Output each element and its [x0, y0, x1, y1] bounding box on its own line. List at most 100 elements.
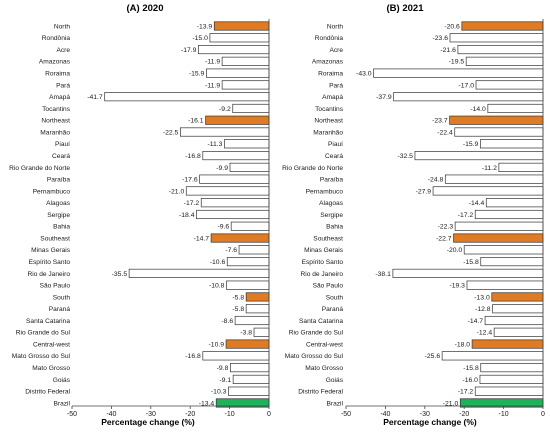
value-label: -16.8	[185, 153, 201, 160]
value-label: -3.8	[240, 330, 252, 337]
category-label: Espírito Santo	[302, 259, 344, 266]
x-tick-label: -30	[420, 411, 430, 418]
category-label: Brazil	[327, 400, 344, 407]
x-tick-label: -50	[341, 411, 351, 418]
category-label: Pernambuco	[306, 188, 344, 195]
bar	[230, 363, 270, 373]
bar	[414, 151, 544, 161]
x-tick-label: -40	[380, 411, 390, 418]
category-label: Piauí	[55, 141, 70, 148]
category-label: Mato Grosso do Sul	[285, 353, 344, 360]
value-label: -11.9	[205, 82, 220, 89]
category-label: Mato Grosso	[32, 365, 70, 372]
category-label: Central-west	[306, 341, 343, 348]
bar	[454, 221, 544, 231]
panel-title: (B) 2021	[387, 3, 425, 14]
value-label: -15.8	[463, 365, 479, 372]
category-label: Goiás	[326, 377, 344, 384]
x-tick-label: 0	[267, 411, 271, 418]
category-label: São Paulo	[40, 283, 71, 290]
value-label: -14.7	[194, 235, 210, 242]
category-label: Pernambuco	[33, 188, 71, 195]
bar	[185, 186, 270, 196]
category-label: Amazonas	[39, 59, 71, 66]
value-label: -21.0	[443, 400, 459, 407]
category-label: Espírito Santo	[29, 259, 71, 266]
category-label: Northeast	[41, 118, 70, 125]
category-label: Pará	[329, 82, 343, 89]
value-label: -20.0	[447, 247, 463, 254]
x-tick-label: -10	[225, 411, 235, 418]
panel-title: (A) 2020	[127, 3, 164, 14]
value-label: -9.1	[219, 377, 231, 384]
category-label: Distrito Federal	[298, 389, 343, 396]
value-label: -9.9	[216, 165, 228, 172]
bar	[432, 186, 544, 196]
value-label: -10.8	[209, 283, 225, 290]
bar	[196, 209, 270, 220]
x-tick-label: -50	[67, 411, 77, 418]
category-label: Distrito Federal	[25, 389, 70, 396]
category-label: Pará	[56, 82, 70, 89]
category-label: Amapá	[49, 94, 70, 101]
bar	[485, 198, 544, 208]
value-label: -22.5	[163, 129, 179, 136]
value-label: -9.2	[219, 106, 231, 113]
x-axis-title: Percentage change (%)	[383, 417, 477, 427]
category-label: Rio Grande do Norte	[282, 165, 343, 172]
value-label: -16.0	[462, 377, 478, 384]
category-label: South	[326, 294, 344, 301]
value-label: -19.5	[449, 59, 465, 66]
bar	[475, 80, 544, 90]
bar	[128, 268, 270, 278]
bar	[487, 103, 544, 114]
category-label: Alagoas	[46, 200, 71, 207]
value-label: -9.6	[217, 224, 229, 231]
value-label: -14.0	[470, 106, 486, 113]
value-label: -41.7	[87, 94, 103, 101]
value-label: -14.4	[469, 200, 485, 207]
bar	[205, 115, 270, 125]
bar	[245, 304, 270, 314]
category-label: Roraima	[45, 71, 70, 78]
category-label: Sergipe	[320, 212, 343, 219]
bar	[491, 292, 544, 302]
value-label: -11.3	[207, 141, 222, 148]
value-label: -24.8	[428, 177, 444, 184]
value-label: -13.0	[474, 294, 490, 301]
category-label: Paraná	[49, 306, 71, 313]
bar	[392, 268, 544, 278]
category-label: Tocantins	[42, 106, 71, 113]
value-label: -17.2	[458, 212, 474, 219]
value-label: -16.8	[185, 353, 201, 360]
bar	[465, 56, 544, 66]
category-label: Mato Grosso	[305, 365, 343, 372]
category-label: North	[327, 23, 343, 30]
category-label: Paraná	[322, 306, 344, 313]
x-tick-label: -20	[185, 411, 195, 418]
category-label: Bahia	[53, 224, 70, 231]
bar	[393, 92, 544, 102]
value-label: -17.6	[182, 177, 198, 184]
category-label: Maranhão	[40, 129, 70, 136]
category-label: Rondônia	[315, 35, 344, 42]
value-label: -15.8	[463, 259, 479, 266]
value-label: -23.7	[432, 118, 448, 125]
bar	[449, 115, 544, 125]
category-label: Brazil	[54, 400, 71, 407]
bar	[453, 233, 544, 243]
value-label: -9.8	[217, 365, 229, 372]
category-label: Rio Grande do Sul	[16, 330, 71, 337]
category-label: Piauí	[328, 141, 343, 148]
x-tick-label: -20	[459, 411, 469, 418]
value-label: -22.4	[437, 129, 453, 136]
category-label: Minas Gerais	[304, 247, 344, 254]
bar	[474, 209, 544, 220]
value-label: -5.8	[232, 294, 244, 301]
panel-2021: (B) 2021 Percentage change (%) North -20.…	[282, 3, 545, 427]
category-label: Southeast	[40, 235, 70, 242]
value-label: -22.7	[436, 235, 452, 242]
bar	[230, 221, 270, 231]
category-label: Minas Gerais	[31, 247, 71, 254]
category-label: Rio Grande do Sul	[289, 330, 344, 337]
